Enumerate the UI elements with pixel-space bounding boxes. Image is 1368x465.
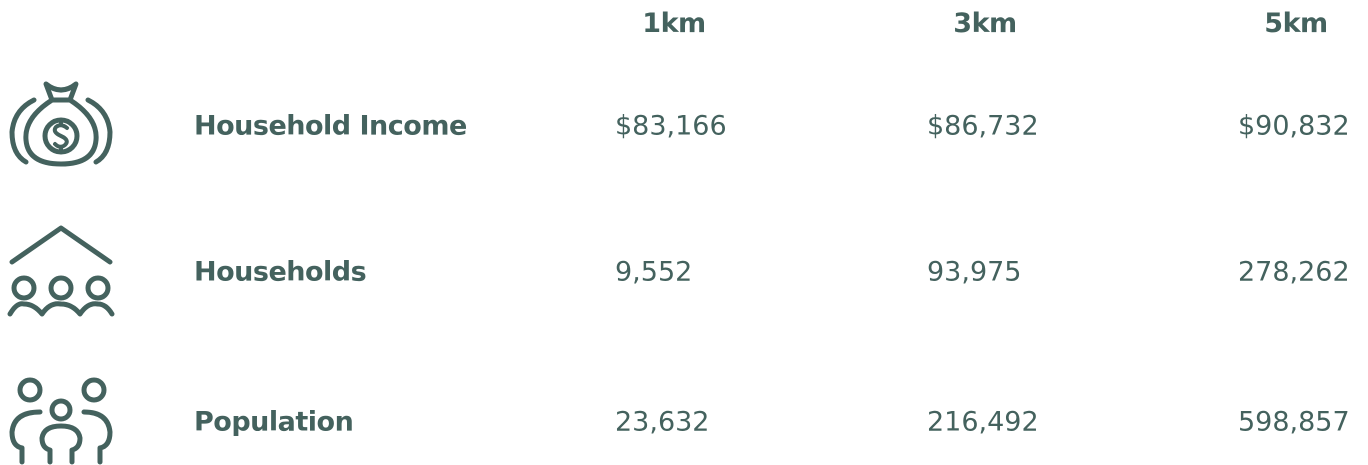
cell-value: 93,975 xyxy=(927,256,1022,288)
icons xyxy=(7,81,115,465)
row-label: Households xyxy=(194,256,367,288)
households-icon xyxy=(7,225,115,317)
cell-value: $90,832 xyxy=(1238,110,1350,142)
bodies xyxy=(7,301,115,317)
adult-bodies xyxy=(9,409,113,465)
column-header: 1km xyxy=(642,8,706,39)
left-swoosh xyxy=(9,97,37,165)
right-swoosh xyxy=(85,97,113,165)
child-body xyxy=(39,423,83,465)
head xyxy=(11,275,37,301)
head xyxy=(17,377,43,403)
head xyxy=(81,377,107,403)
dollar xyxy=(52,118,69,154)
cell-value: 598,857 xyxy=(1238,406,1350,438)
row-label: Household Income xyxy=(194,110,467,142)
cell-value: 278,262 xyxy=(1238,256,1350,288)
row-label: Population xyxy=(194,406,354,438)
cell-value: 23,632 xyxy=(615,406,710,438)
head xyxy=(49,398,73,422)
bag-body xyxy=(23,97,99,167)
cell-value: $86,732 xyxy=(927,110,1039,142)
column-header: 3km xyxy=(953,8,1017,39)
cell-value: $83,166 xyxy=(615,110,727,142)
money-bag-icon xyxy=(9,81,113,167)
head xyxy=(48,275,74,301)
cell-value: 216,492 xyxy=(927,406,1039,438)
cell-value: 9,552 xyxy=(615,256,693,288)
head xyxy=(85,275,111,301)
column-header: 5km xyxy=(1264,8,1328,39)
roof xyxy=(9,225,113,265)
bag-tie xyxy=(43,81,79,103)
population-icon xyxy=(9,377,113,465)
